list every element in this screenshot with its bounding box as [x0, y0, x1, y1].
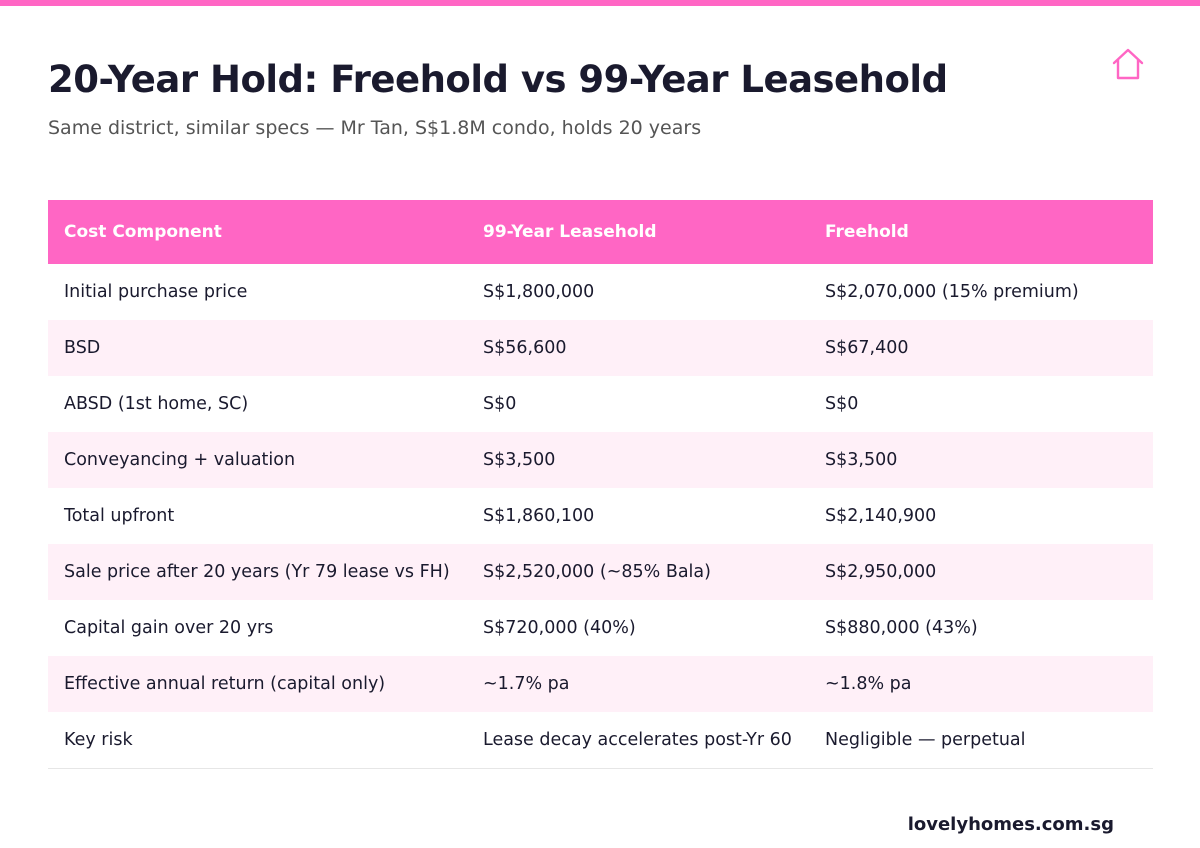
- table-row: ABSD (1st home, SC) S$0 S$0: [48, 376, 1153, 432]
- row-label: Capital gain over 20 yrs: [64, 618, 274, 638]
- row-label: Conveyancing + valuation: [48, 432, 467, 488]
- freehold-value: S$67,400: [809, 320, 1153, 376]
- header-leasehold: 99-Year Leasehold: [467, 200, 809, 264]
- table-row: Initial purchase price S$1,800,000 S$2,0…: [48, 264, 1153, 320]
- leasehold-value: S$1,800,000: [483, 282, 595, 302]
- freehold-value: S$2,140,900: [825, 506, 937, 526]
- table-row: Key risk Lease decay accelerates post-Yr…: [48, 712, 1153, 769]
- leasehold-value: S$1,860,100: [483, 506, 595, 526]
- leasehold-value: ~1.7% pa: [467, 656, 809, 712]
- page-subtitle: Same district, similar specs — Mr Tan, S…: [48, 117, 702, 139]
- header-freehold: Freehold: [809, 200, 1153, 264]
- row-label: Key risk: [48, 712, 467, 769]
- row-label: Effective annual return (capital only): [48, 656, 467, 712]
- leasehold-value: Lease decay accelerates post-Yr 60: [467, 712, 809, 769]
- leasehold-value: S$2,520,000 (~85% Bala): [467, 544, 809, 600]
- freehold-value: Negligible — perpetual: [809, 712, 1153, 769]
- brand-footer: lovelyhomes.com.sg: [907, 814, 1114, 835]
- row-label: ABSD (1st home, SC): [64, 394, 249, 414]
- table-row: Sale price after 20 years (Yr 79 lease v…: [48, 544, 1153, 600]
- table-row: Total upfront S$1,860,100 S$2,140,900: [48, 488, 1153, 544]
- row-label: BSD: [48, 320, 467, 376]
- table-header-row: Cost Component 99-Year Leasehold Freehol…: [48, 200, 1153, 264]
- table-row: BSD S$56,600 S$67,400: [48, 320, 1153, 376]
- leasehold-value: S$0: [483, 394, 517, 414]
- leasehold-value: S$3,500: [467, 432, 809, 488]
- page-title: 20-Year Hold: Freehold vs 99-Year Leaseh…: [48, 58, 948, 101]
- table-row: Capital gain over 20 yrs S$720,000 (40%)…: [48, 600, 1153, 656]
- freehold-value: S$2,070,000 (15% premium): [825, 282, 1079, 302]
- row-label: Initial purchase price: [64, 282, 248, 302]
- top-accent-bar: [0, 0, 1200, 6]
- row-label: Sale price after 20 years (Yr 79 lease v…: [48, 544, 467, 600]
- table-row: Effective annual return (capital only) ~…: [48, 656, 1153, 712]
- freehold-value: ~1.8% pa: [809, 656, 1153, 712]
- row-label: Total upfront: [64, 506, 175, 526]
- comparison-table: Cost Component 99-Year Leasehold Freehol…: [48, 200, 1153, 769]
- table-row: Conveyancing + valuation S$3,500 S$3,500: [48, 432, 1153, 488]
- freehold-value: S$3,500: [809, 432, 1153, 488]
- freehold-value: S$0: [825, 394, 859, 414]
- header-cost-component: Cost Component: [48, 200, 467, 264]
- leasehold-value: S$56,600: [467, 320, 809, 376]
- freehold-value: S$2,950,000: [809, 544, 1153, 600]
- freehold-value: S$880,000 (43%): [825, 618, 978, 638]
- leasehold-value: S$720,000 (40%): [483, 618, 636, 638]
- house-icon: [1112, 48, 1144, 80]
